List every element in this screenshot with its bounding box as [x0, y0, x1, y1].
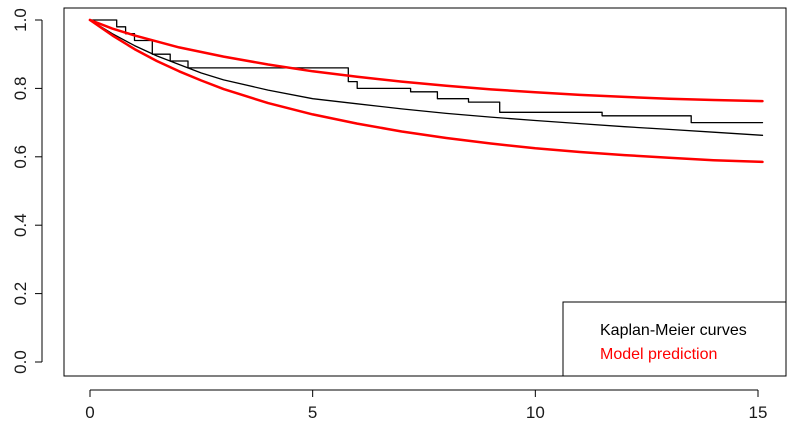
- plot-frame: [63, 7, 787, 377]
- y-tick-label: 0.2: [11, 282, 30, 306]
- kaplan-meier-line-0: [89, 19, 764, 124]
- legend-entry-kaplan-meier: Kaplan-Meier curves: [600, 322, 747, 339]
- y-tick-label: 1.0: [11, 8, 30, 32]
- y-tick-label: 0.0: [11, 350, 30, 374]
- legend-entry-model-prediction: Model prediction: [600, 346, 717, 363]
- x-tick-label: 0: [85, 403, 94, 422]
- model-prediction-line-3: [88, 18, 764, 164]
- y-axis: 0.0 0.2 0.4 0.6 0.8 1.0: [11, 8, 43, 374]
- legend: Kaplan-Meier curves Model prediction: [562, 301, 787, 377]
- x-tick-label: 15: [749, 403, 768, 422]
- x-tick-label: 10: [526, 403, 545, 422]
- model-prediction-line-2: [88, 18, 764, 103]
- y-tick-label: 0.4: [11, 213, 30, 237]
- y-tick-label: 0.8: [11, 77, 30, 101]
- x-tick-label: 5: [308, 403, 317, 422]
- x-axis: 0 5 10 15: [85, 389, 768, 422]
- series-layer: [88, 18, 764, 164]
- kaplan-meier-line-1: [89, 19, 764, 136]
- y-tick-label: 0.6: [11, 145, 30, 169]
- legend-box: [562, 301, 787, 377]
